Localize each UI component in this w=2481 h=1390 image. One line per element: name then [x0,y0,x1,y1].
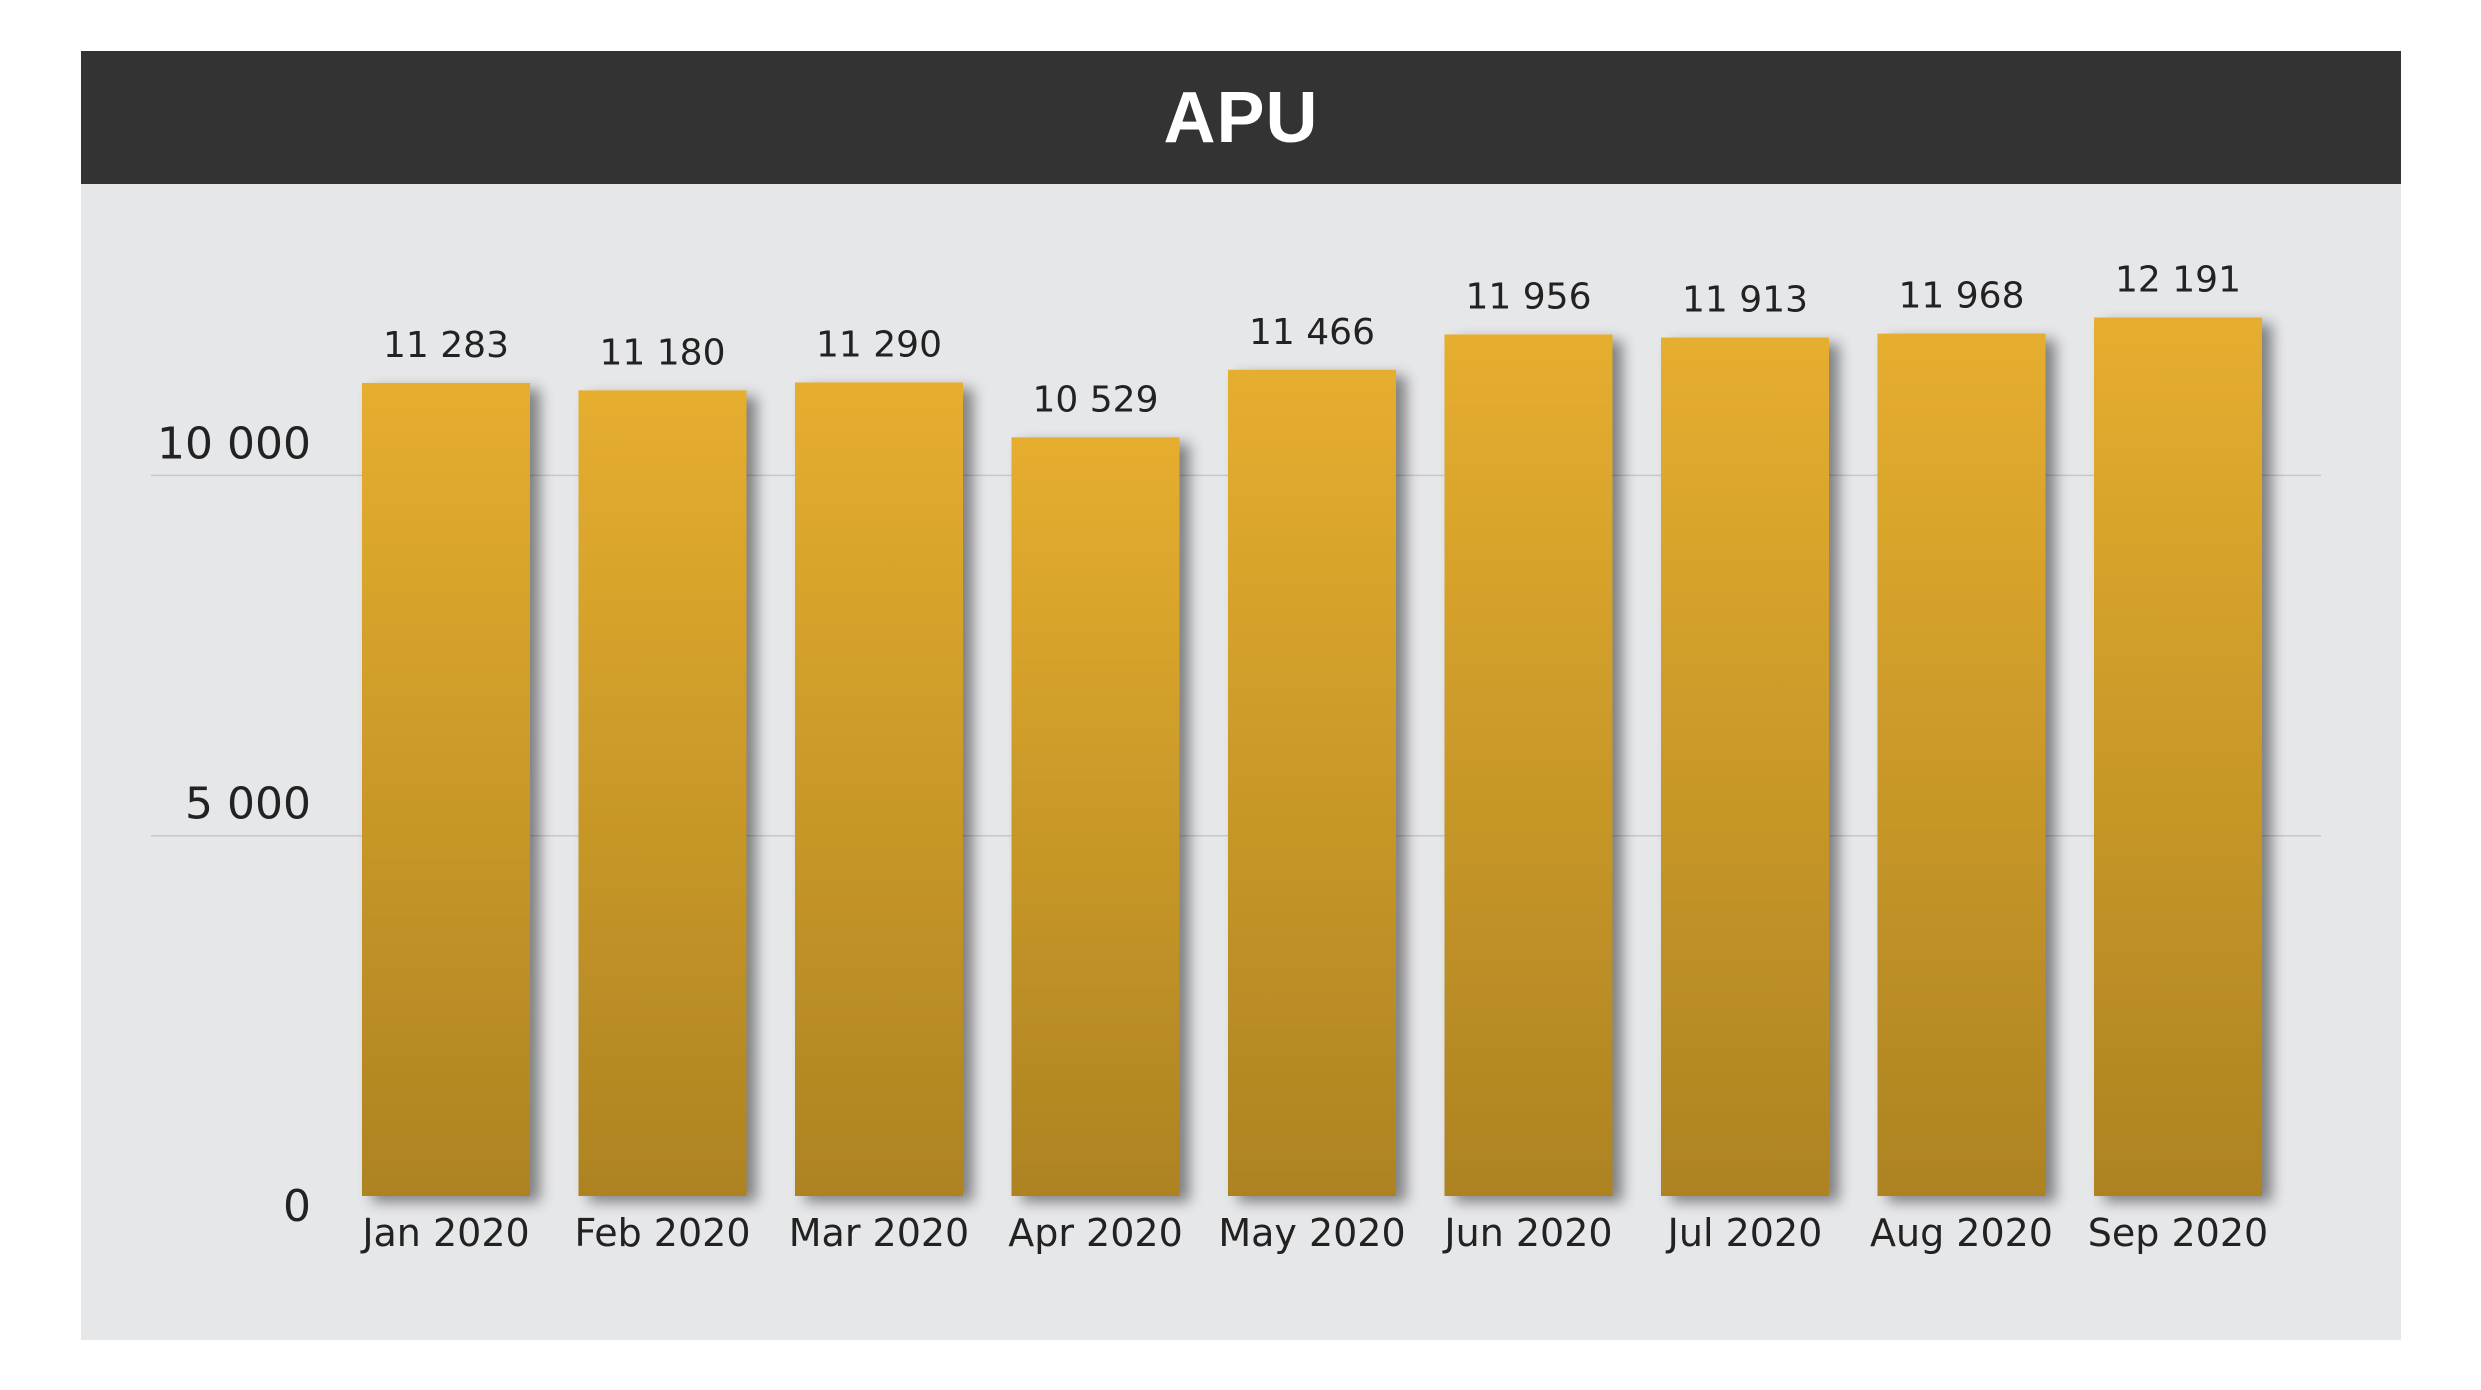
y-axis-ticks: 0 5 000 10 000 [157,418,311,1232]
x-tick-label: Jan 2020 [360,1211,529,1255]
x-tick-label: Jun 2020 [1442,1211,1612,1255]
bar [578,390,747,1196]
x-tick-label: Feb 2020 [574,1211,750,1255]
bar [1661,337,1829,1197]
data-label: 11 290 [816,324,942,365]
data-label: 11 913 [1682,280,1808,321]
bar [1877,333,2046,1196]
y-tick-label: 10 000 [157,418,311,469]
x-tick-label: Apr 2020 [1008,1211,1183,1255]
data-label: 11 466 [1249,312,1375,353]
chart-header: APU [81,51,2401,184]
chart-panel: APU 0 5 000 10 000 11 283 11 180 11 290 10 52… [81,51,2401,1340]
data-label: 12 191 [2115,260,2241,301]
chart-title: APU [1163,77,1319,158]
data-label: 11 968 [1899,276,2025,317]
data-labels: 11 283 11 180 11 290 10 529 11 466 11 956 11 9… [383,260,2241,421]
bar [1228,369,1396,1197]
data-label: 11 956 [1466,276,1592,317]
bar [362,382,530,1196]
x-tick-label: Sep 2020 [2088,1211,2268,1255]
x-tick-label: Mar 2020 [789,1211,969,1255]
x-tick-label: Aug 2020 [1870,1211,2053,1255]
y-tick-label: 0 [283,1181,311,1232]
x-tick-label: Jul 2020 [1666,1211,1823,1255]
data-label: 10 529 [1033,379,1159,420]
data-label: 11 180 [600,332,726,373]
data-label: 11 283 [383,325,509,366]
y-tick-label: 5 000 [185,779,311,830]
bar [2094,317,2262,1196]
bars [362,317,2262,1197]
bar [1444,334,1613,1196]
x-axis-labels: Jan 2020 Feb 2020 Mar 2020 Apr 2020 May 2020… [360,1211,2268,1255]
bar [1011,437,1180,1196]
x-tick-label: May 2020 [1218,1211,1405,1255]
bar [795,382,963,1196]
